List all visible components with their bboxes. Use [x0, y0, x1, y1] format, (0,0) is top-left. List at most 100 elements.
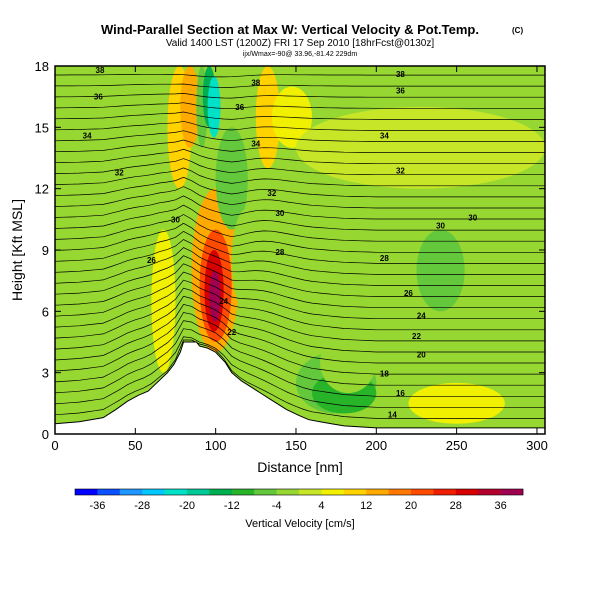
- terrain-mask: [54, 341, 546, 435]
- theta-label-5: 22: [227, 328, 236, 337]
- velocity-region-9: [207, 76, 221, 138]
- x-axis-label: Distance [nm]: [257, 459, 343, 475]
- colorbar-swatch-6: [209, 489, 233, 495]
- x-tick-label-0: 0: [51, 438, 58, 453]
- theta-contour-31: [55, 73, 545, 78]
- y-tick-label-5: 15: [35, 120, 49, 135]
- chart-title-mark: (C): [512, 26, 523, 35]
- colorbar-tick-0: -36: [89, 500, 105, 512]
- theta-label-17: 32: [267, 189, 276, 198]
- theta-label-20: 34: [251, 140, 260, 149]
- colorbar-swatch-1: [97, 489, 121, 495]
- colorbar-tick-8: 28: [450, 500, 462, 512]
- velocity-region-19: [416, 229, 465, 312]
- colorbar-swatch-18: [478, 489, 501, 495]
- colorbar-swatch-0: [75, 489, 98, 495]
- velocity-region-17: [320, 331, 377, 394]
- colorbar-swatch-13: [366, 489, 389, 495]
- x-tick-label-5: 250: [446, 438, 468, 453]
- theta-contour-22: [55, 158, 545, 176]
- colorbar-tick-2: -20: [179, 500, 195, 512]
- chart-subtitle: Valid 1400 LST (1200Z) FRI 17 Sep 2010 […: [166, 38, 434, 49]
- theta-contour-5: [55, 303, 545, 364]
- colorbar-tick-4: -4: [272, 500, 282, 512]
- velocity-region-21: [295, 106, 545, 189]
- theta-contour-7: [55, 287, 545, 342]
- x-tick-label-6: 300: [526, 438, 548, 453]
- chart-title: Wind-Parallel Section at Max W: Vertical…: [101, 22, 479, 37]
- theta-label-26: 38: [251, 78, 260, 87]
- velocity-region-12: [247, 290, 280, 353]
- theta-contour-16: [55, 214, 545, 242]
- colorbar-tick-3: -12: [224, 500, 240, 512]
- theta-label-15: 30: [468, 213, 477, 222]
- theta-contour-12: [55, 247, 545, 286]
- colorbar: -36 -28 -20 -12 -4 4 12 20 28 36: [74, 488, 524, 512]
- theta-contour-4: [55, 312, 545, 375]
- velocity-region-2: [180, 66, 200, 148]
- colorbar-swatch-11: [321, 489, 345, 495]
- theta-contour-27: [55, 111, 545, 120]
- colorbar-swatch-4: [164, 489, 188, 495]
- theta-label-16: 32: [115, 168, 124, 177]
- theta-label-14: 30: [436, 221, 445, 230]
- theta-label-4: 22: [412, 332, 421, 341]
- colorbar-swatch-15: [411, 489, 434, 495]
- colorbar-frame: [74, 488, 524, 496]
- colorbar-swatch-9: [276, 489, 300, 495]
- theta-contour-19: [55, 186, 545, 209]
- theta-contour-6: [55, 295, 545, 353]
- theta-contour-15: [55, 222, 545, 253]
- theta-contour-28: [55, 102, 545, 110]
- theta-label-10: 28: [275, 248, 284, 257]
- theta-contour-14: [55, 230, 545, 264]
- velocity-region-20: [408, 382, 505, 424]
- theta-contour-2: [55, 328, 545, 397]
- theta-label-23: 36: [235, 103, 244, 112]
- theta-contour-11: [55, 255, 545, 297]
- theta-contour-9: [55, 271, 545, 320]
- colorbar-swatch-2: [119, 489, 143, 495]
- theta-label-12: 30: [171, 215, 180, 224]
- theta-label-2: 18: [380, 370, 389, 379]
- colorbar-swatch-10: [299, 489, 322, 495]
- colorbar-tick-9: 36: [494, 500, 506, 512]
- theta-contour-23: [55, 148, 545, 165]
- colorbar-swatch-7: [231, 489, 255, 495]
- theta-contour-30: [55, 83, 545, 88]
- theta-contour-1: [55, 336, 545, 408]
- theta-label-18: 32: [396, 166, 405, 175]
- theta-label-21: 34: [380, 132, 389, 141]
- colorbar-tick-6: 12: [360, 500, 372, 512]
- theta-contour-0: [55, 339, 545, 419]
- theta-label-27: 38: [396, 70, 405, 79]
- theta-label-25: 38: [96, 66, 105, 75]
- theta-label-11: 28: [380, 254, 389, 263]
- colorbar-tick-1: -28: [134, 500, 150, 512]
- theta-label-1: 16: [396, 389, 405, 398]
- colorbar-swatch-8: [254, 489, 277, 495]
- theta-label-9: 26: [147, 256, 156, 265]
- theta-contour-25: [55, 130, 545, 142]
- x-tick-label-2: 100: [205, 438, 227, 453]
- theta-label-13: 30: [275, 209, 284, 218]
- chart-subtitle2: ijx/Wmax=-90@ 33.96,-81.42 229dm: [243, 51, 357, 58]
- theta-contour-24: [55, 139, 545, 153]
- theta-contour-26: [55, 120, 545, 131]
- velocity-region-10: [215, 127, 248, 230]
- y-tick-label-1: 3: [42, 366, 49, 381]
- velocity-region-6: [209, 270, 221, 322]
- theta-label-7: 24: [219, 297, 228, 306]
- y-axis-label: Height [Kft MSL]: [9, 199, 25, 301]
- y-tick-label-6: 18: [35, 59, 49, 74]
- plot-area: 14 16 18 20 22 22 24 24 26 26 28 28 30 30 30 30 32 32 32 34…: [54, 65, 546, 435]
- theta-contour-8: [55, 279, 545, 331]
- theta-label-0: 14: [388, 411, 397, 420]
- theta-label-6: 24: [417, 311, 426, 320]
- colorbar-label: Vertical Velocity [cm/s]: [245, 518, 354, 530]
- colorbar-swatch-14: [388, 489, 412, 495]
- velocity-region-13: [255, 66, 280, 169]
- colorbar-swatch-19: [500, 489, 524, 495]
- velocity-region-11: [231, 209, 261, 312]
